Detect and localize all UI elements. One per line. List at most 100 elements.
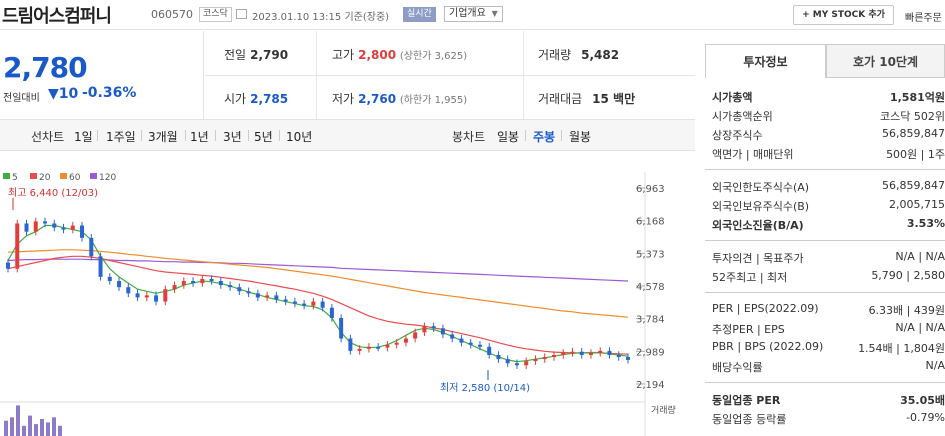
- market-cap-row: 시가총액 1,581억원: [712, 91, 945, 104]
- candle-body: [163, 289, 168, 302]
- candle-body: [440, 328, 445, 335]
- high-annotation: 최고 6,440 (12/03): [8, 187, 98, 199]
- candle-body: [6, 262, 10, 269]
- shares-row: 상장주식수 56,859,847: [712, 127, 945, 142]
- candle-body: [561, 352, 566, 355]
- volume-bar: [40, 419, 44, 436]
- candle-body: [52, 223, 57, 228]
- ma60-line: [7, 249, 629, 318]
- candle-body: [209, 278, 214, 282]
- volume-bar: [4, 420, 8, 436]
- candle-body: [292, 301, 297, 304]
- ma120-swatch: [90, 173, 97, 179]
- y-tick-label: 2,989: [636, 347, 665, 358]
- change-percent: -0.36%: [82, 85, 137, 101]
- week52-row: 52주최고 | 최저 5,790 | 2,580: [712, 269, 945, 284]
- candle-body: [302, 303, 307, 306]
- period-3y[interactable]: 3년: [223, 130, 242, 144]
- candle-body: [255, 293, 260, 298]
- candle-body: [431, 326, 436, 329]
- period-1d[interactable]: 1일: [74, 130, 93, 144]
- candle-body: [339, 317, 344, 339]
- candle-body: [357, 348, 362, 351]
- candle-body: [80, 225, 85, 238]
- ma5-line: [7, 224, 629, 363]
- candle-body: [228, 285, 233, 288]
- candle-body: [524, 361, 529, 366]
- high-price: 고가 2,800 (상한가 3,625): [332, 48, 468, 62]
- corp-overview-dropdown[interactable]: 기업개요 ▼: [444, 6, 503, 22]
- candle-body: [154, 295, 159, 302]
- ma20-line: [7, 255, 629, 355]
- quick-order-button[interactable]: 빠른주문: [905, 13, 942, 24]
- period-10y[interactable]: 10년: [286, 130, 313, 144]
- candle-body: [320, 301, 325, 308]
- candle-body: [98, 256, 103, 277]
- candle-body: [348, 338, 353, 351]
- change-value: ▼10: [48, 86, 79, 102]
- tab-invest-info[interactable]: 투자정보: [705, 44, 826, 78]
- candle-body: [542, 357, 547, 360]
- candle-body: [551, 354, 556, 358]
- y-tick-label: 2,194: [636, 380, 665, 391]
- volume: 거래량 5,482: [538, 48, 620, 62]
- candle-body: [107, 276, 112, 282]
- candle-body: [459, 338, 464, 343]
- pbr-row: PBR | BPS (2022.09) 1.54배 | 1,804원: [712, 340, 945, 355]
- candle-body: [329, 307, 334, 318]
- candle-body: [616, 354, 621, 358]
- industry-rate-row: 동일업종 등락률 -0.79%: [712, 411, 945, 426]
- candle-body: [43, 221, 48, 224]
- candle-body: [579, 351, 584, 355]
- ma20-label: 20: [39, 173, 51, 183]
- per-row: PER | EPS(2022.09) 6.33배 | 439원: [712, 302, 945, 317]
- candle-weekly[interactable]: 주봉: [533, 130, 556, 144]
- candle-body: [607, 350, 612, 355]
- candle-body: [265, 295, 270, 298]
- candle-body: [477, 344, 482, 347]
- candle-daily[interactable]: 일봉: [497, 130, 520, 144]
- candle-body: [366, 346, 371, 349]
- volume-bar: [34, 424, 38, 436]
- volume-axis-label: 거래량: [651, 404, 676, 416]
- candle-body: [181, 281, 186, 286]
- candle-body: [89, 237, 94, 257]
- ma120-label: 120: [99, 173, 116, 183]
- stock-code: 060570: [151, 8, 193, 21]
- trade-amount: 거래대금 15 백만: [538, 92, 636, 106]
- add-mystock-button[interactable]: + MY STOCK 추가: [793, 5, 894, 25]
- realtime-badge[interactable]: 실시간: [403, 7, 436, 22]
- candle-body: [70, 225, 75, 230]
- down-arrow-icon: ▼: [48, 86, 59, 102]
- current-price-box: 2,780 전일대비 ▼10 -0.36%: [0, 31, 204, 119]
- current-price: 2,780: [3, 51, 88, 84]
- volume-bar: [22, 425, 26, 436]
- candle-body: [533, 359, 538, 362]
- candle-body: [200, 278, 205, 284]
- candle-body: [246, 291, 251, 294]
- period-1w[interactable]: 1주일: [106, 130, 136, 144]
- candle-body: [117, 281, 122, 288]
- candle-body: [283, 299, 288, 302]
- candle-body: [33, 221, 38, 232]
- volume-bar: [46, 422, 50, 436]
- company-name: 드림어스컴퍼니: [2, 6, 112, 27]
- candle-body: [311, 301, 316, 306]
- period-1y[interactable]: 1년: [190, 130, 209, 144]
- candle-monthly[interactable]: 월봉: [569, 130, 592, 144]
- ma60-swatch: [60, 173, 67, 179]
- candle-body: [468, 342, 473, 345]
- chevron-down-icon: ▼: [491, 9, 498, 18]
- volume-bar: [58, 425, 62, 436]
- candle-body: [422, 326, 427, 333]
- candle-body: [487, 346, 492, 355]
- candle-body: [598, 350, 603, 353]
- foreign-ratio-row: 외국인소진율(B/A) 3.53%: [712, 217, 945, 232]
- candle-body: [172, 285, 177, 290]
- period-3m[interactable]: 3개월: [148, 130, 178, 144]
- candle-body: [413, 332, 418, 339]
- tab-orderbook[interactable]: 호가 10단계: [826, 44, 945, 78]
- industry-per-row: 동일업종 PER 35.05배: [712, 394, 945, 407]
- period-5y[interactable]: 5년: [254, 130, 273, 144]
- line-chart-label: 선차트: [31, 130, 65, 144]
